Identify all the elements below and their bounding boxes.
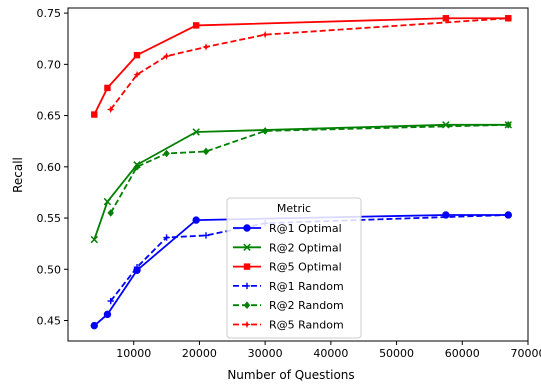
x-tick-label: 40000 — [313, 347, 348, 360]
y-tick-label: 0.45 — [37, 315, 62, 328]
x-axis-label: Number of Questions — [227, 368, 354, 382]
series-line-r5-random — [109, 17, 509, 110]
data-point-r2-random — [261, 127, 269, 135]
legend-entry-r5-random: R@5 Random — [233, 319, 344, 332]
legend-marker-r2-optimal — [243, 243, 251, 252]
data-point-r1-random — [505, 211, 512, 219]
data-point-r1-random — [133, 264, 141, 271]
data-point-r5-random — [106, 105, 115, 114]
plot-area — [90, 14, 513, 330]
series-r5-random — [106, 14, 513, 114]
series-line-r2-random — [109, 123, 509, 214]
legend-label-r5-random: R@5 Random — [269, 319, 344, 332]
legend-label-r5-optimal: R@5 Optimal — [269, 261, 342, 274]
legend-marker-r1-optimal — [243, 224, 251, 232]
data-point-r2-optimal — [192, 128, 200, 136]
data-point-r1-random — [163, 234, 170, 241]
x-tick-label: 10000 — [116, 347, 151, 360]
y-tick-label: 0.50 — [37, 263, 62, 276]
data-point-r2-random — [202, 147, 210, 156]
y-tick-label: 0.75 — [37, 7, 62, 20]
series-r2-random — [107, 121, 512, 217]
y-axis-label: Recall — [11, 157, 25, 193]
series-r5-optimal — [91, 15, 512, 118]
data-point-r5-optimal — [104, 84, 111, 92]
data-point-r5-optimal — [192, 22, 200, 29]
data-point-r5-optimal — [91, 111, 98, 118]
data-point-r2-optimal — [90, 235, 99, 244]
legend-box — [226, 197, 362, 339]
y-tick-label: 0.60 — [37, 161, 62, 174]
axes-frame — [67, 7, 529, 342]
data-point-r5-random — [133, 70, 141, 79]
x-tick-label: 60000 — [445, 347, 480, 360]
data-point-r2-random — [107, 209, 114, 217]
data-point-r1-random — [107, 297, 114, 305]
x-tick-label: 50000 — [379, 347, 414, 360]
legend-title: Metric — [277, 202, 311, 215]
data-point-r1-optimal — [103, 310, 112, 319]
data-point-r1-optimal — [192, 216, 200, 224]
series-r1-optimal — [90, 211, 512, 330]
x-tick-label: 20000 — [182, 347, 217, 360]
data-point-r2-random — [133, 163, 141, 171]
data-point-r5-random — [162, 52, 171, 60]
series-line-r2-optimal — [93, 123, 509, 240]
data-point-r2-optimal — [103, 197, 112, 206]
legend-marker-r5-optimal — [243, 263, 251, 270]
data-point-r1-optimal — [90, 321, 98, 330]
data-point-r5-random — [202, 43, 210, 51]
data-point-r1-random — [202, 232, 210, 239]
legend-label-r2-random: R@2 Random — [269, 299, 344, 312]
data-point-r2-random — [505, 121, 512, 129]
data-point-r5-optimal — [133, 51, 141, 59]
y-tick-label: 0.70 — [37, 58, 62, 71]
legend-entry-r5-optimal: R@5 Optimal — [233, 261, 342, 274]
legend: Metric R@1 Optimal R@2 Optimal R@5 Optimal R… — [226, 197, 362, 339]
y-tick-label: 0.55 — [37, 212, 62, 225]
legend-entry-r1-optimal: R@1 Optimal — [233, 222, 342, 235]
legend-entry-r1-random: R@1 Random — [233, 280, 344, 293]
y-tick-label: 0.65 — [37, 110, 62, 123]
legend-marker-r2-random — [243, 301, 251, 309]
series-line-r5-optimal — [93, 17, 509, 115]
legend-entry-r2-random: R@2 Random — [233, 299, 344, 312]
legend-marker-r1-random — [243, 282, 251, 290]
data-point-r2-random — [163, 149, 170, 158]
x-tick-label: 30000 — [248, 347, 283, 360]
legend-label-r2-optimal: R@2 Optimal — [269, 241, 342, 254]
legend-label-r1-optimal: R@1 Optimal — [269, 222, 342, 235]
data-point-r5-random — [261, 30, 269, 39]
legend-label-r1-random: R@1 Random — [269, 280, 344, 293]
legend-entry-r2-optimal: R@2 Optimal — [233, 241, 342, 254]
data-point-r5-optimal — [442, 15, 450, 22]
data-point-r5-random — [504, 14, 513, 23]
legend-marker-r5-random — [243, 320, 251, 329]
